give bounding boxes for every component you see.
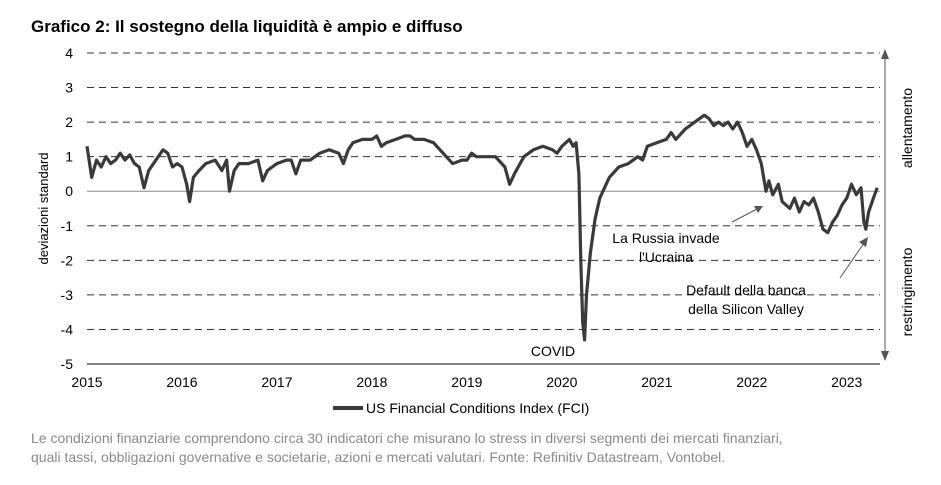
chart-title: Grafico 2: Il sostegno della liquidità è… (31, 17, 463, 36)
x-tick-label: 2019 (451, 374, 482, 390)
x-tick-label: 2022 (736, 374, 767, 390)
annotation-svb-line2: della Silicon Valley (688, 301, 804, 317)
y-tick-label: -3 (61, 287, 74, 303)
y-tick-label: -1 (61, 218, 74, 234)
x-tick-labels: 2015 2016 2017 2018 2019 2020 2021 2022 2023 (71, 374, 862, 390)
x-tick-label: 2023 (831, 374, 862, 390)
y-axis-label: deviazioni standard (36, 152, 51, 264)
y-tick-label: -4 (61, 321, 74, 337)
legend-label: US Financial Conditions Index (FCI) (366, 400, 589, 416)
y-tick-label: -5 (61, 356, 74, 372)
x-tick-label: 2018 (356, 374, 387, 390)
y-tick-label: 0 (65, 183, 73, 199)
x-tick-label: 2021 (641, 374, 672, 390)
side-arrow (881, 49, 889, 361)
russia-pointer-arrow (731, 206, 763, 223)
annotation-russia-line2: l'Ucraina (639, 249, 693, 265)
fci-series-line (85, 113, 879, 342)
x-tick-label: 2020 (546, 374, 577, 390)
y-tick-label: -2 (61, 252, 74, 268)
caption-line-1: Le condizioni finanziarie comprendono ci… (31, 430, 783, 446)
restringimento-label: restringimento (899, 247, 915, 336)
y-tick-label: 2 (65, 114, 73, 130)
svb-pointer-arrow (839, 237, 868, 279)
y-tick-label: 1 (65, 149, 73, 165)
annotation-svb-line1: Default della banca (686, 282, 806, 298)
annotation-covid: COVID (531, 343, 575, 359)
y-tick-label: 4 (65, 45, 73, 61)
annotation-russia-line1: La Russia invade (612, 230, 720, 246)
x-tick-label: 2017 (261, 374, 292, 390)
x-tick-label: 2015 (71, 374, 102, 390)
y-tick-label: 3 (65, 80, 73, 96)
x-tick-label: 2016 (166, 374, 197, 390)
allentamento-label: allentamento (899, 88, 915, 168)
legend: US Financial Conditions Index (FCI) (333, 400, 589, 416)
y-tick-labels: 4 3 2 1 0 -1 -2 -3 -4 -5 (61, 45, 74, 372)
caption: Le condizioni finanziarie comprendono ci… (31, 429, 931, 467)
caption-line-2: quali tassi, obbligazioni governative e … (31, 449, 726, 465)
